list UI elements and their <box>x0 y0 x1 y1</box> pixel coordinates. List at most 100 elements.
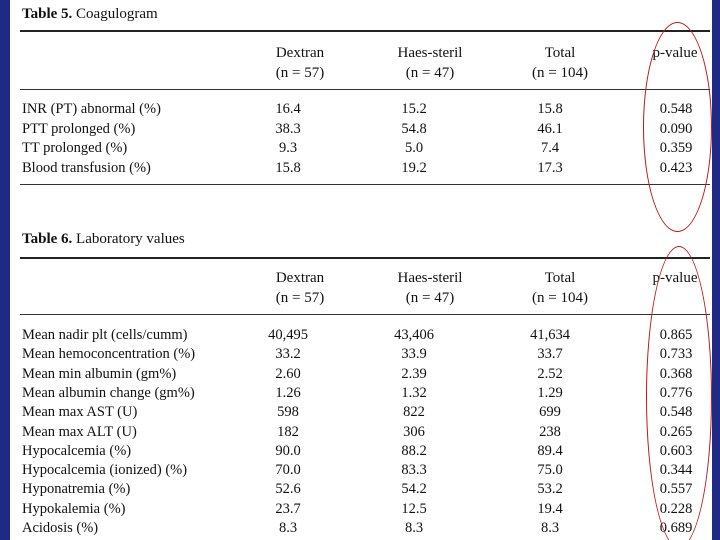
cell-dextran: 52.6 <box>275 481 301 498</box>
table-row: Mean nadir plt (cells/cumm) 40,495 43,406 4… <box>10 326 712 345</box>
row-label: Mean hemoconcentration (%) <box>22 346 196 363</box>
table6-caption-number: Table 6. <box>22 231 73 247</box>
cell-dextran: 33.2 <box>275 346 301 363</box>
row-label: Mean min albumin (gm%) <box>22 365 177 382</box>
cell-dextran: 1.26 <box>275 384 301 401</box>
header-sample-size: (n = 47) <box>405 290 455 306</box>
cell-total: 2.52 <box>537 365 563 382</box>
cell-total: 41,634 <box>530 327 570 343</box>
cell-dextran: 23.7 <box>275 500 301 517</box>
cell-dextran: 182 <box>277 423 299 440</box>
cell-haes-steril: 83.3 <box>401 462 427 479</box>
header-label: Dextran <box>275 270 325 286</box>
table5-header-rule <box>20 89 710 90</box>
cell-dextran: 15.8 <box>275 159 301 176</box>
cell-haes-steril: 19.2 <box>401 159 427 176</box>
table-row: PTT prolonged (%) 38.3 54.8 46.1 0.090 <box>10 120 712 139</box>
cell-dextran: 16.4 <box>275 101 301 117</box>
table5-header-haes: Haes-steril (n = 47) <box>370 43 490 83</box>
table6-top-rule <box>20 257 710 259</box>
cell-total: 75.0 <box>537 462 563 479</box>
slide-page: Table 5. Coagulogram Dextran (n = 57) Ha… <box>10 0 712 540</box>
header-label: Haes-steril <box>397 45 463 61</box>
table-row: Hypocalcemia (ionized) (%) 70.0 83.3 75.0 0.… <box>10 461 712 480</box>
table6-header-total: Total (n = 104) <box>510 268 610 308</box>
header-sample-size: (n = 47) <box>405 65 455 81</box>
cell-total: 53.2 <box>537 481 563 498</box>
cell-total: 15.8 <box>537 101 563 117</box>
cell-dextran: 8.3 <box>278 520 298 536</box>
table-row: Mean max ALT (U) 182 306 238 0.265 <box>10 423 712 442</box>
cell-total: 7.4 <box>540 140 560 156</box>
table5-caption: Table 5. Coagulogram <box>22 6 158 23</box>
cell-haes-steril: 43,406 <box>394 327 434 343</box>
table5-bottom-rule <box>20 184 710 185</box>
cell-haes-steril: 54.8 <box>401 120 427 137</box>
header-label: Total <box>544 270 576 286</box>
cell-dextran: 90.0 <box>275 442 301 459</box>
row-label: Mean nadir plt (cells/cumm) <box>22 327 188 343</box>
cell-haes-steril: 822 <box>403 404 425 421</box>
table-row: INR (PT) abnormal (%) 16.4 15.2 15.8 0.548 <box>10 100 712 119</box>
table5-header-total: Total (n = 104) <box>510 43 610 83</box>
table-row: Blood transfusion (%) 15.8 19.2 17.3 0.423 <box>10 159 712 178</box>
cell-haes-steril: 15.2 <box>401 101 427 117</box>
row-label: Blood transfusion (%) <box>22 159 151 176</box>
cell-dextran: 2.60 <box>275 365 301 382</box>
table-row: Hypokalemia (%) 23.7 12.5 19.4 0.228 <box>10 500 712 519</box>
table5-header-dextran: Dextran (n = 57) <box>250 43 350 83</box>
table-row: Mean max AST (U) 598 822 699 0.548 <box>10 403 712 422</box>
row-label: Hypocalcemia (%) <box>22 442 132 459</box>
table5-top-rule <box>20 30 710 32</box>
cell-dextran: 70.0 <box>275 462 301 479</box>
cell-total: 19.4 <box>537 500 563 517</box>
row-label: Hypokalemia (%) <box>22 500 126 517</box>
table-row: Hyponatremia (%) 52.6 54.2 53.2 0.557 <box>10 480 712 499</box>
header-sample-size: (n = 104) <box>532 290 588 306</box>
table-row: TT prolonged (%) 9.3 5.0 7.4 0.359 <box>10 139 712 158</box>
table5-caption-title: Coagulogram <box>76 6 158 22</box>
cell-haes-steril: 12.5 <box>401 500 427 517</box>
cell-total: 33.7 <box>537 346 563 363</box>
cell-haes-steril: 88.2 <box>401 442 427 459</box>
cell-haes-steril: 8.3 <box>404 520 424 536</box>
row-label: Mean albumin change (gm%) <box>22 384 195 401</box>
row-label: INR (PT) abnormal (%) <box>22 101 161 117</box>
row-label: Hypocalcemia (ionized) (%) <box>22 462 188 479</box>
cell-dextran: 598 <box>277 404 299 421</box>
cell-dextran: 9.3 <box>278 140 298 156</box>
cell-haes-steril: 33.9 <box>401 346 427 363</box>
header-label: Dextran <box>275 45 325 61</box>
cell-haes-steril: 306 <box>403 423 425 440</box>
header-sample-size: (n = 104) <box>532 65 588 81</box>
cell-total: 238 <box>539 423 561 440</box>
cell-dextran: 40,495 <box>268 327 308 343</box>
cell-total: 8.3 <box>540 520 560 536</box>
table-row: Acidosis (%) 8.3 8.3 8.3 0.689 <box>10 519 712 538</box>
table-row: Hypocalcemia (%) 90.0 88.2 89.4 0.603 <box>10 442 712 461</box>
cell-haes-steril: 54.2 <box>401 481 427 498</box>
cell-total: 1.29 <box>537 384 563 401</box>
row-label: TT prolonged (%) <box>22 140 128 156</box>
table6-caption-title: Laboratory values <box>76 231 185 247</box>
cell-haes-steril: 1.32 <box>401 384 427 401</box>
table6-header-rule <box>20 314 710 315</box>
cell-total: 699 <box>539 404 561 421</box>
row-label: Hyponatremia (%) <box>22 481 131 498</box>
table6-header-haes: Haes-steril (n = 47) <box>370 268 490 308</box>
table6-header-dextran: Dextran (n = 57) <box>250 268 350 308</box>
table-row: Mean albumin change (gm%) 1.26 1.32 1.29 0.7… <box>10 384 712 403</box>
cell-total: 17.3 <box>537 159 563 176</box>
header-sample-size: (n = 57) <box>275 65 325 81</box>
header-label: Haes-steril <box>397 270 463 286</box>
row-label: Mean max AST (U) <box>22 404 138 421</box>
cell-total: 89.4 <box>537 442 563 459</box>
header-label: Total <box>544 45 576 61</box>
table-row: Mean hemoconcentration (%) 33.2 33.9 33.7 0.… <box>10 345 712 364</box>
row-label: Mean max ALT (U) <box>22 423 137 440</box>
row-label: PTT prolonged (%) <box>22 120 136 137</box>
cell-haes-steril: 5.0 <box>404 140 424 156</box>
pvalue-highlight-oval-table5 <box>643 22 712 232</box>
cell-dextran: 38.3 <box>275 120 301 137</box>
cell-total: 46.1 <box>537 120 563 137</box>
